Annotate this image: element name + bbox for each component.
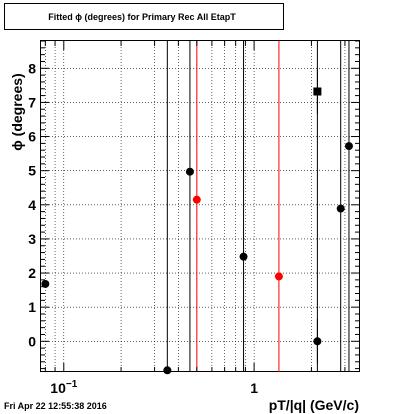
y-tick-label: 3 (28, 231, 36, 247)
x-axis-label: pT/|q| (GeV/c) (269, 397, 359, 413)
data-point (185, 167, 194, 176)
y-tick-label: 5 (28, 163, 36, 179)
y-tick-label: 0 (28, 333, 36, 349)
y-tick-label: 1 (28, 299, 36, 315)
data-point (313, 337, 322, 346)
axes: 0 1 2 3 4 5 6 7 8 10−1 1 (28, 40, 360, 396)
vertical-lines (166, 41, 350, 372)
y-tick-label: 2 (28, 265, 36, 281)
data-point (239, 252, 248, 261)
timestamp: Fri Apr 22 12:55:38 2016 (4, 401, 107, 411)
title-box (4, 3, 284, 30)
data-point (336, 204, 345, 213)
plot-frame (40, 40, 360, 372)
y-tick-label: 7 (28, 94, 36, 110)
x-tick-label: 1 (250, 380, 258, 396)
y-tick-label: 4 (28, 197, 36, 213)
y-axis-label: ϕ (degrees) (9, 73, 25, 150)
data-point-square (313, 87, 322, 96)
data-point (344, 142, 353, 151)
grid (40, 41, 360, 372)
y-tick-label: 8 (28, 60, 36, 76)
chart-title: Fitted ϕ (degrees) for Primary Rec All E… (48, 12, 236, 22)
data-point (41, 279, 50, 288)
y-tick-label: 6 (28, 129, 36, 145)
data-point (163, 366, 172, 375)
data-point (192, 195, 201, 204)
data-point (274, 272, 283, 281)
data-points (41, 69, 353, 375)
x-tick-label: 10−1 (50, 379, 77, 396)
